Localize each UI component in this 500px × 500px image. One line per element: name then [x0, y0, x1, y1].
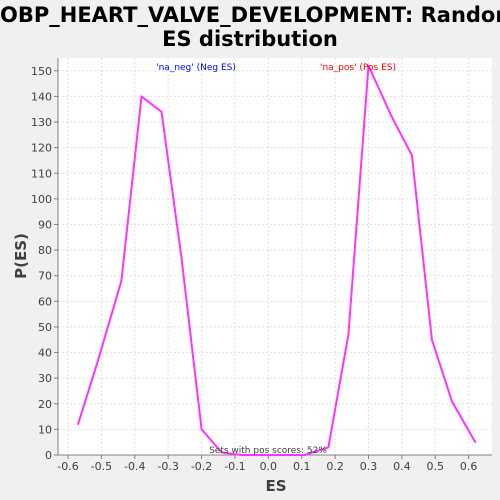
- x-tick-label: 0.4: [393, 460, 411, 473]
- y-tick-label: 90: [38, 218, 52, 231]
- series-line-layer: [77, 64, 477, 456]
- y-tick-label: 110: [31, 167, 52, 180]
- x-tick-label: -0.4: [124, 460, 145, 473]
- x-tick-label: -0.6: [57, 460, 78, 473]
- x-tick-label: 0.5: [426, 460, 444, 473]
- data-point: [240, 454, 243, 456]
- y-tick-label: 80: [38, 244, 52, 257]
- data-point: [220, 451, 223, 454]
- y-tick-label: 140: [31, 90, 52, 103]
- data-point: [200, 428, 203, 431]
- x-tick-label: -0.2: [191, 460, 212, 473]
- x-tick-label: 0.3: [360, 460, 378, 473]
- x-tick-label: 0.0: [260, 460, 278, 473]
- data-point: [180, 256, 183, 259]
- y-axis-label: P(ES): [12, 233, 30, 279]
- x-axis-label: ES: [265, 477, 286, 495]
- x-tick-label: 0.1: [293, 460, 311, 473]
- chart-title-line-2: ES distribution: [162, 27, 338, 51]
- data-point: [367, 64, 370, 67]
- y-tick-label: 40: [38, 347, 52, 360]
- pos-scores-annotation: Sets with pos scores: 52%: [209, 446, 327, 456]
- data-point: [120, 280, 123, 282]
- x-tick-label: -0.1: [224, 460, 245, 473]
- chart-title-line-1: GOBP_HEART_VALVE_DEVELOPMENT: Random: [0, 3, 500, 27]
- data-point: [474, 441, 477, 443]
- data-point: [391, 116, 393, 118]
- data-point: [431, 338, 433, 341]
- y-tick-label: 20: [38, 398, 52, 411]
- legend-neg-es: 'na_neg' (Neg ES): [156, 63, 236, 73]
- y-tick-label: 120: [31, 142, 52, 155]
- data-point: [160, 110, 163, 113]
- x-tick-label: 0.6: [460, 460, 478, 473]
- data-point: [97, 359, 99, 362]
- y-tick-label: 130: [31, 116, 52, 129]
- y-tick-label: 70: [38, 270, 52, 283]
- y-tick-label: 50: [38, 321, 52, 334]
- y-tick-label: 30: [38, 372, 52, 385]
- y-tick-label: 100: [31, 193, 52, 206]
- data-point: [140, 95, 143, 98]
- es-distribution-line: [77, 64, 477, 456]
- data-point: [304, 454, 306, 456]
- data-point: [411, 154, 413, 157]
- data-point: [347, 333, 350, 336]
- x-tick-label: -0.3: [157, 460, 178, 473]
- y-tick-label: 60: [38, 295, 52, 308]
- data-point: [327, 446, 330, 449]
- data-point: [451, 400, 453, 403]
- y-tick-label: 150: [31, 65, 52, 78]
- data-point: [260, 454, 263, 456]
- x-tick-label: 0.2: [326, 460, 344, 473]
- plot-area: [58, 58, 492, 455]
- data-point: [280, 454, 283, 456]
- axes: -0.6 -0.5 -0.4 -0.3 -0.2 -0.1 0.0 0.1 0.2 0.3 0.4 0…: [31, 58, 492, 473]
- x-tick-label: -0.5: [91, 460, 112, 473]
- y-tick-label: 0: [45, 449, 52, 462]
- data-point: [77, 423, 79, 426]
- y-tick-label: 10: [38, 423, 52, 436]
- legend-pos-es: 'na_pos' (Pos ES): [320, 63, 396, 73]
